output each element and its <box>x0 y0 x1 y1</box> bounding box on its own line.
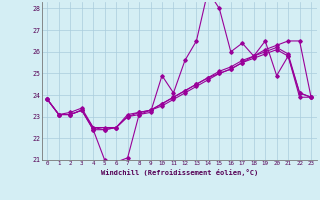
X-axis label: Windchill (Refroidissement éolien,°C): Windchill (Refroidissement éolien,°C) <box>100 169 258 176</box>
